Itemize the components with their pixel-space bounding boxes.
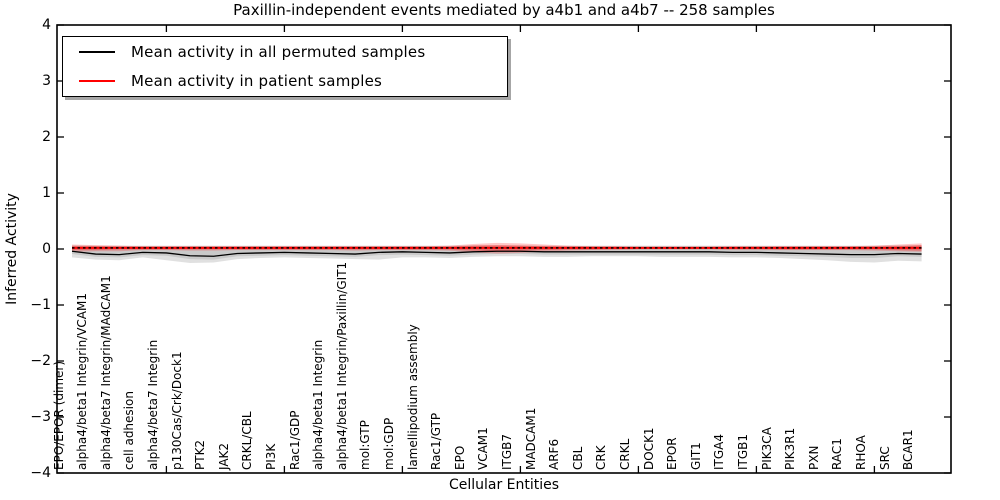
x-axis-label: PI3K [263,443,278,470]
x-axis-label: DOCK1 [641,427,656,470]
y-tick-label: 3 [42,73,51,89]
x-axis-label: CRK [594,445,609,470]
legend-item: Mean activity in all permuted samples [79,39,507,65]
x-axis-label: p130Cas/Crk/Dock1 [169,351,184,470]
x-axis-label: mol:GDP [381,417,396,470]
x-axis-label: GIT1 [688,442,703,470]
x-axis-label: VCAM1 [476,427,491,470]
x-axis-label: SRC [877,446,892,470]
y-tick-label: 2 [42,129,51,145]
x-axis-label: alpha4/beta1 Integrin/VCAM1 [75,293,90,470]
x-axis-label: lamellipodium assembly [405,324,420,470]
confidence-band-permuted-outer [72,245,922,263]
x-axis-label: BCAR1 [901,429,916,470]
x-axis-label: EPO/EPOR (dimer) [51,360,66,470]
x-axis-label: alpha4/beta7 Integrin [145,339,160,470]
x-axis-label: alpha4/beta1 Integrin [311,339,326,470]
x-axis-label: ARF6 [547,438,562,470]
x-axis-label: RAC1 [830,438,845,470]
y-tick-label: −4 [30,465,51,481]
y-axis-title: Inferred Activity [4,193,20,305]
x-axis-label: alpha4/beta7 Integrin/MAdCAM1 [98,275,113,470]
legend-line-sample-icon [79,51,115,54]
chart-title: Paxillin-independent events mediated by … [233,1,775,19]
y-tick-label: −3 [30,409,51,425]
legend-item: Mean activity in patient samples [79,68,507,94]
y-tick-label: 0 [42,241,51,257]
legend-item-label: Mean activity in patient samples [131,71,383,90]
x-axis-label: cell adhesion [122,391,137,470]
series-line [71,250,922,257]
x-axis-label: mol:GTP [358,420,373,470]
x-axis-label: ITGB1 [735,433,750,470]
legend-item-label: Mean activity in all permuted samples [131,43,426,62]
y-tick-label: −1 [30,297,51,313]
y-tick-label: 1 [42,185,51,201]
x-axis-label: EPOR [665,437,680,470]
x-axis-label: Rac1/GDP [287,410,302,470]
legend: Mean activity in all permuted samples Mea… [62,36,508,97]
x-axis-label: PXN [806,445,821,470]
x-axis-label: CRKL [617,438,632,470]
x-axis-label: JAK2 [216,442,231,470]
x-axis-label: ITGA4 [712,433,727,470]
x-axis-label: CBL [570,446,585,470]
confidence-band-permuted-inner [72,246,922,260]
x-axis-label: alpha4/beta1 Integrin/Paxillin/GIT1 [334,261,349,470]
x-axis-label: EPO [452,445,467,470]
x-axis-label: PIK3CA [759,427,774,470]
y-tick-label: 4 [42,17,51,33]
x-axis-label: PIK3R1 [783,427,798,470]
x-axis-title: Cellular Entities [448,477,560,493]
x-axis-label: CRKL/CBL [240,411,255,470]
x-axis-label: PTK2 [193,439,208,470]
x-axis-label: RHOA [853,435,868,470]
legend-line-sample-icon [79,79,115,82]
x-axis-label: MADCAM1 [523,407,538,470]
x-axis-label: Rac1/GTP [429,412,444,470]
x-axis-label: ITGB7 [499,433,514,470]
y-tick-label: −2 [30,353,51,369]
